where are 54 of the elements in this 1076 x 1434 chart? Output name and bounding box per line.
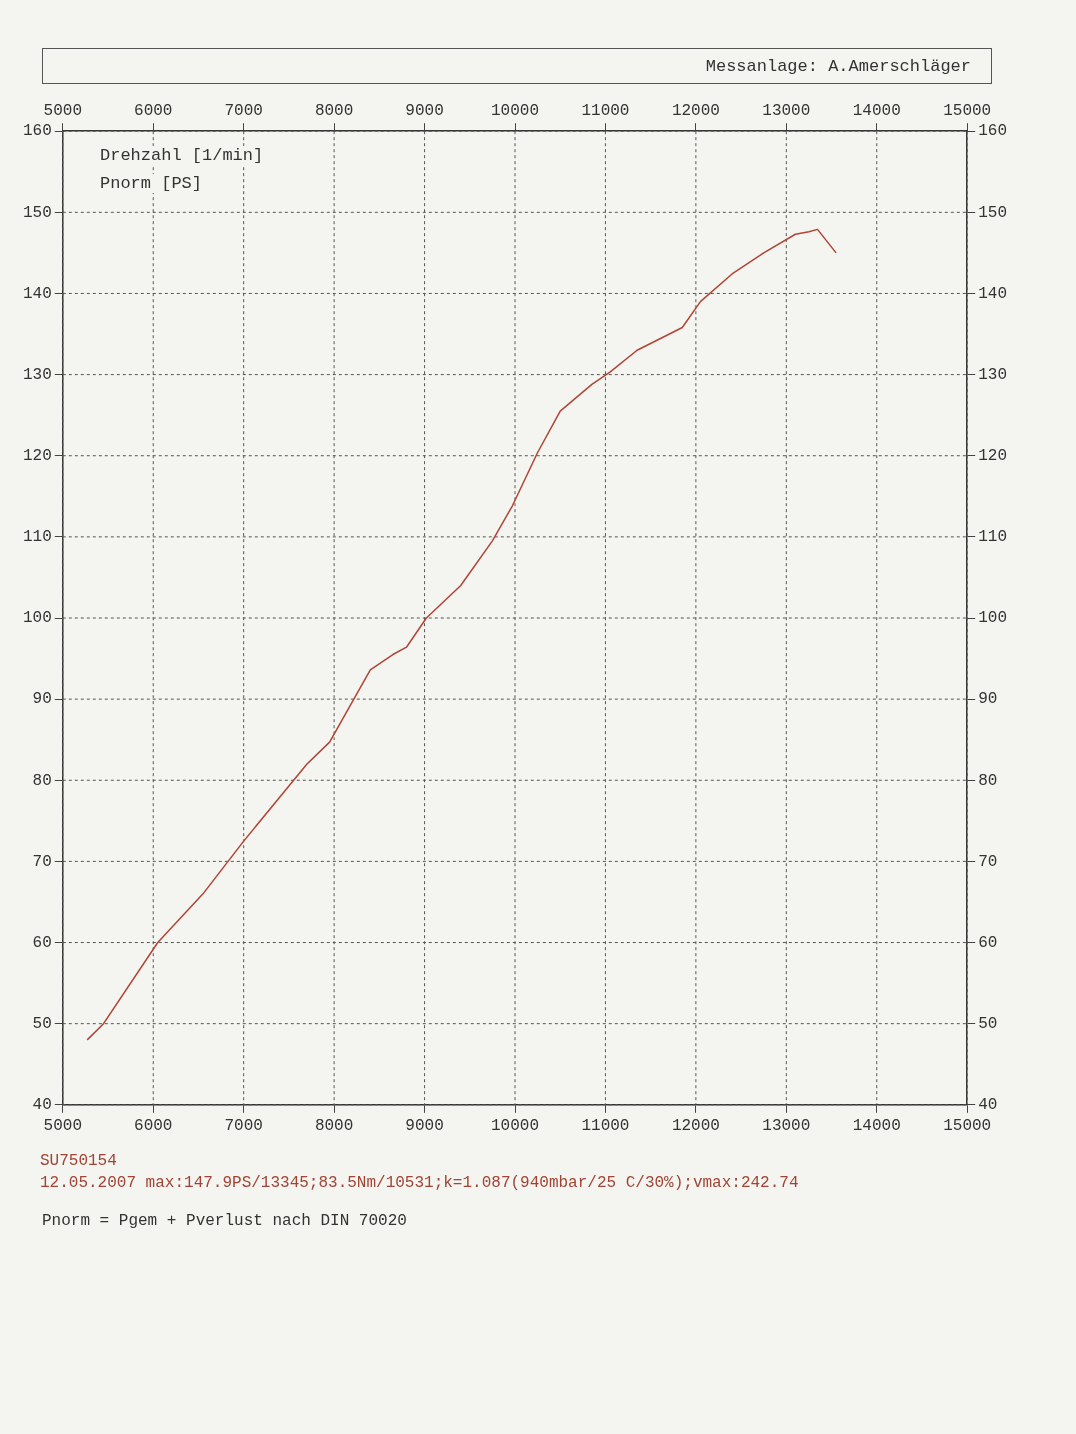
y-tick-label: 150 — [22, 203, 52, 222]
y-tick-label: 120 — [22, 446, 52, 465]
text: 12.05.2007 max:147.9PS/13345;83.5Nm/10531;k=1.087(940mbar/25 C/30%);vmax:242.74 — [40, 1174, 799, 1192]
y-tick-label: 160 — [22, 122, 52, 141]
y-tick-label: 80 — [32, 771, 52, 790]
text: Messanlage: A.Amerschläger — [42, 48, 992, 84]
y-tick-label: 50 — [32, 1014, 52, 1033]
y2-tick-label: 70 — [978, 852, 998, 871]
y-tick-label: 70 — [32, 852, 52, 871]
y-tick-label: 130 — [22, 365, 52, 384]
x2-tick-label: 8000 — [314, 1116, 354, 1135]
text: Pnorm = Pgem + Pverlust nach DIN 70020 — [42, 1212, 407, 1230]
y-tick-label: 90 — [32, 690, 52, 709]
text: SU750154 — [40, 1151, 118, 1172]
x-tick-label: 13000 — [762, 101, 811, 120]
x2-tick-label: 11000 — [581, 1116, 630, 1135]
x-tick-label: 8000 — [314, 101, 354, 120]
x-tick-label: 14000 — [852, 101, 901, 120]
x-tick-label: 9000 — [405, 101, 444, 120]
x-tick-label: 15000 — [943, 101, 992, 120]
x-tick-label: 5000 — [43, 101, 83, 120]
y-tick-label: 140 — [22, 284, 52, 303]
y-tick-label: 110 — [22, 528, 52, 547]
y2-tick-label: 90 — [978, 690, 998, 709]
y-tick-label: 60 — [32, 933, 52, 952]
x2-tick-label: 13000 — [762, 1116, 811, 1135]
x-tick-label: 7000 — [224, 101, 263, 120]
x2-tick-label: 6000 — [134, 1116, 173, 1135]
y2-tick-label: 50 — [978, 1014, 998, 1033]
x-tick-label: 11000 — [581, 101, 630, 120]
y-tick-label: 100 — [22, 609, 52, 628]
x-tick-label: 10000 — [490, 101, 540, 120]
y2-tick-label: 60 — [978, 933, 998, 952]
y2-tick-label: 40 — [978, 1096, 998, 1115]
y2-tick-label: 140 — [978, 284, 1008, 303]
x-tick-label: 6000 — [134, 101, 173, 120]
x2-tick-label: 7000 — [224, 1116, 263, 1135]
x2-tick-label: 15000 — [943, 1116, 992, 1135]
x2-tick-label: 9000 — [405, 1116, 444, 1135]
y2-tick-label: 120 — [978, 446, 1008, 465]
y2-tick-label: 110 — [978, 528, 1008, 547]
y-tick-label: 40 — [32, 1096, 52, 1115]
y2-tick-label: 160 — [978, 122, 1008, 141]
x2-tick-label: 14000 — [852, 1116, 901, 1135]
y2-tick-label: 150 — [978, 203, 1008, 222]
y2-tick-label: 80 — [978, 771, 998, 790]
y2-tick-label: 130 — [978, 365, 1008, 384]
y2-tick-label: 100 — [978, 609, 1008, 628]
x2-tick-label: 5000 — [43, 1116, 83, 1135]
x2-tick-label: 12000 — [671, 1116, 720, 1135]
x-tick-label: 12000 — [671, 101, 720, 120]
annotation: Pnorm [PS] — [100, 174, 203, 193]
x2-tick-label: 10000 — [490, 1116, 540, 1135]
annotation: Drehzahl [1/min] — [100, 146, 264, 165]
